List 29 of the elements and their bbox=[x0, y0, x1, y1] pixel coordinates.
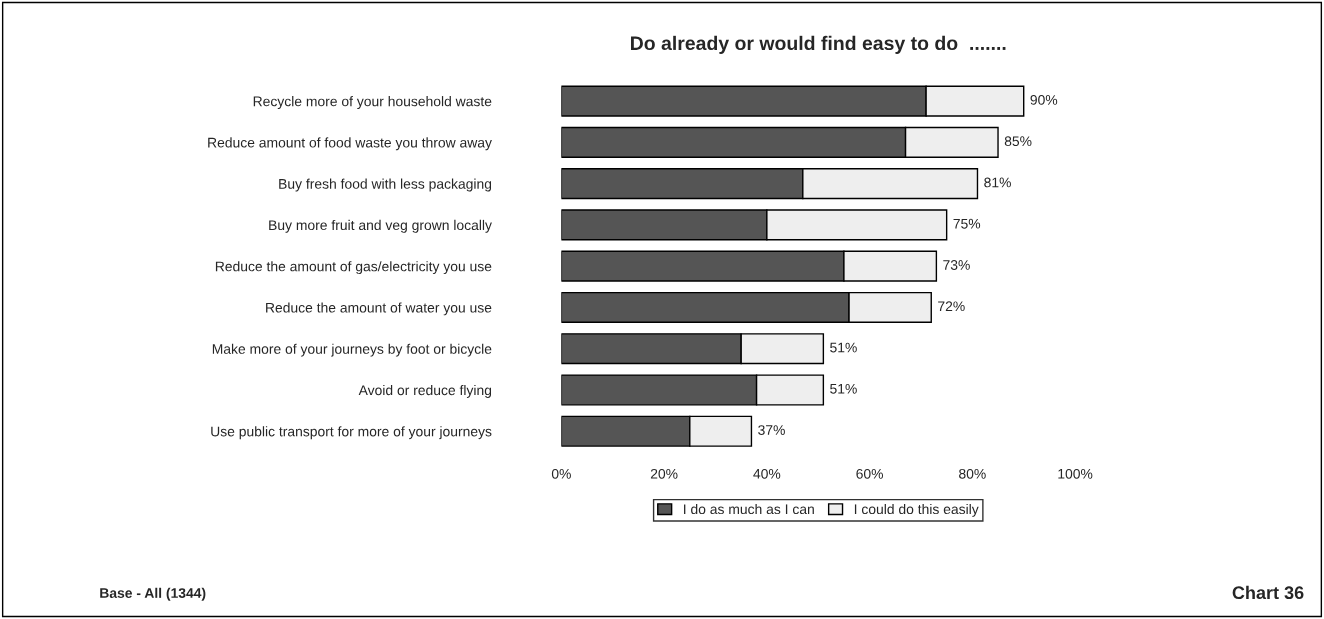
total-label: 37% bbox=[758, 425, 785, 435]
chart-title: Do already or would find easy to do ....... bbox=[631, 35, 1006, 54]
legend-label: I could do this easily bbox=[854, 503, 979, 517]
total-label: 51% bbox=[830, 342, 857, 353]
x-tick-label: 100% bbox=[1058, 468, 1093, 479]
y-tick-label: Buy fresh food with less packaging bbox=[279, 178, 492, 192]
y-tick-label: Buy more fruit and veg grown locally bbox=[269, 219, 492, 233]
y-tick-label: Reduce amount of food waste you throw away bbox=[208, 137, 492, 151]
total-label: 85% bbox=[1004, 136, 1032, 147]
caption: Chart 36 bbox=[1232, 585, 1304, 600]
y-tick-label: Reduce the amount of water you use bbox=[266, 302, 492, 316]
x-tick-label: 0% bbox=[551, 468, 571, 479]
total-label: 81% bbox=[984, 177, 1011, 188]
x-tick-label: 40% bbox=[753, 468, 781, 479]
total-label: 72% bbox=[938, 301, 965, 312]
y-tick-label: Avoid or reduce flying bbox=[358, 384, 492, 398]
legend-label: I do as much as I can bbox=[684, 503, 814, 515]
x-tick-label: 20% bbox=[650, 468, 678, 479]
x-tick-label: 60% bbox=[856, 468, 884, 479]
x-tick-label: 80% bbox=[959, 468, 986, 479]
total-label: 75% bbox=[953, 218, 981, 229]
y-tick-label: Make more of your journeys by foot or bicycle bbox=[212, 343, 492, 357]
total-label: 73% bbox=[943, 260, 970, 270]
total-label: 90% bbox=[1030, 95, 1058, 105]
y-tick-label: Recycle more of your household waste bbox=[253, 96, 492, 110]
y-tick-label: Reduce the amount of gas/electricity you use bbox=[215, 261, 492, 275]
y-tick-label: Use public transport for more of your journeys bbox=[211, 426, 492, 440]
total-label: 51% bbox=[830, 383, 857, 394]
text: Base - All (1344) bbox=[100, 587, 206, 601]
